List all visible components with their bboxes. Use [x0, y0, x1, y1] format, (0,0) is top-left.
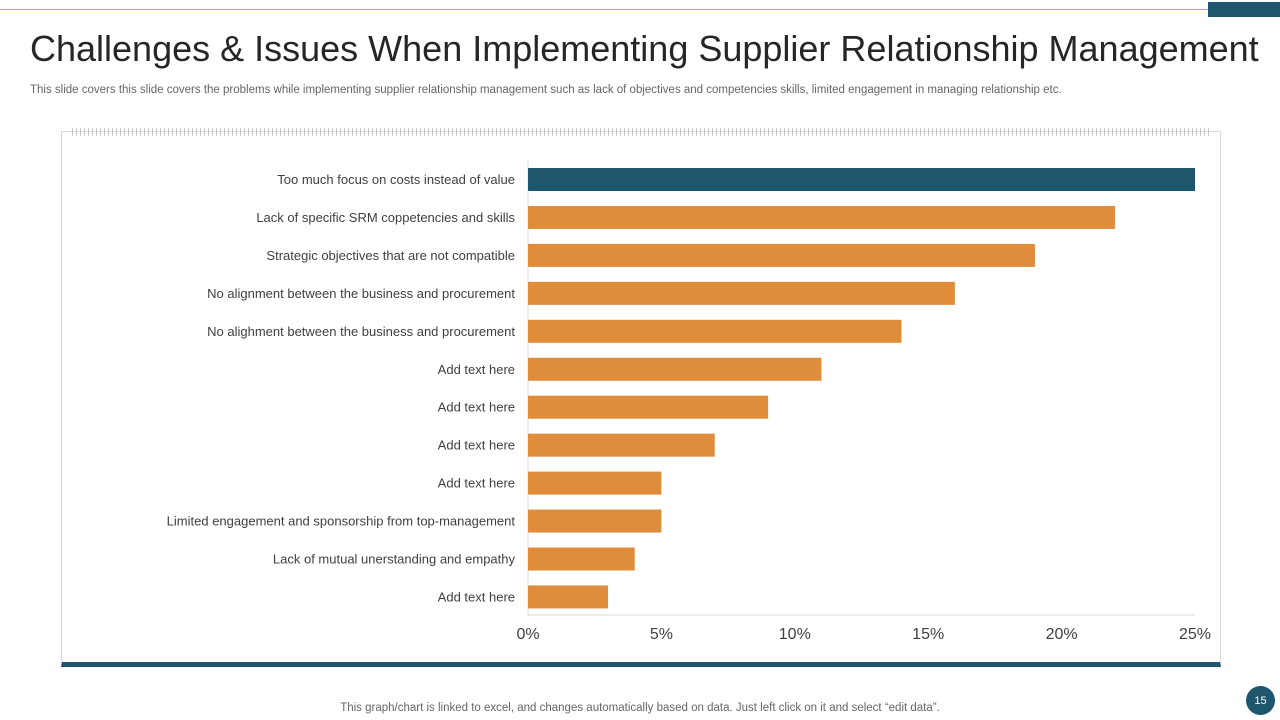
- top-accent-rule: [0, 9, 1208, 10]
- slide-title: Challenges & Issues When Implementing Su…: [30, 28, 1259, 69]
- bar-3[interactable]: [528, 281, 955, 305]
- category-label-8: Add text here: [438, 476, 515, 491]
- bar-9[interactable]: [528, 509, 662, 533]
- x-tick-label-1: 5%: [650, 626, 673, 643]
- bar-10[interactable]: [528, 547, 635, 571]
- bar-8[interactable]: [528, 471, 662, 495]
- category-label-10: Lack of mutual unerstanding and empathy: [273, 552, 516, 567]
- category-label-0: Too much focus on costs instead of value: [277, 172, 515, 187]
- bar-0[interactable]: [528, 168, 1195, 191]
- category-label-4: No alighment between the business and pr…: [207, 324, 515, 339]
- x-tick-label-2: 10%: [779, 626, 811, 643]
- bar-2[interactable]: [528, 243, 1035, 267]
- category-label-3: No alignment between the business and pr…: [207, 286, 515, 301]
- bar-6[interactable]: [528, 395, 769, 419]
- category-label-1: Lack of specific SRM coppetencies and sk…: [256, 210, 515, 225]
- category-label-9: Limited engagement and sponsorship from …: [167, 514, 516, 529]
- bar-5[interactable]: [528, 357, 822, 381]
- category-label-2: Strategic objectives that are not compat…: [266, 248, 515, 263]
- bar-4[interactable]: [528, 319, 902, 343]
- category-label-7: Add text here: [438, 438, 515, 453]
- x-tick-label-5: 25%: [1179, 626, 1211, 643]
- slide-subtitle: This slide covers this slide covers the …: [30, 84, 1062, 96]
- x-tick-label-3: 15%: [912, 626, 944, 643]
- page-number-badge: 15: [1246, 686, 1275, 715]
- x-tick-label-0: 0%: [516, 626, 539, 643]
- bar-1[interactable]: [528, 205, 1115, 229]
- x-tick-label-4: 20%: [1046, 626, 1078, 643]
- bar-11[interactable]: [528, 585, 609, 609]
- category-label-6: Add text here: [438, 400, 515, 415]
- chart-footnote: This graph/chart is linked to excel, and…: [340, 702, 940, 714]
- category-label-11: Add text here: [438, 589, 515, 604]
- top-accent-block: [1208, 2, 1280, 17]
- bar-7[interactable]: [528, 433, 715, 457]
- category-label-5: Add text here: [438, 362, 515, 377]
- chart-frame-decoration: [72, 128, 1210, 136]
